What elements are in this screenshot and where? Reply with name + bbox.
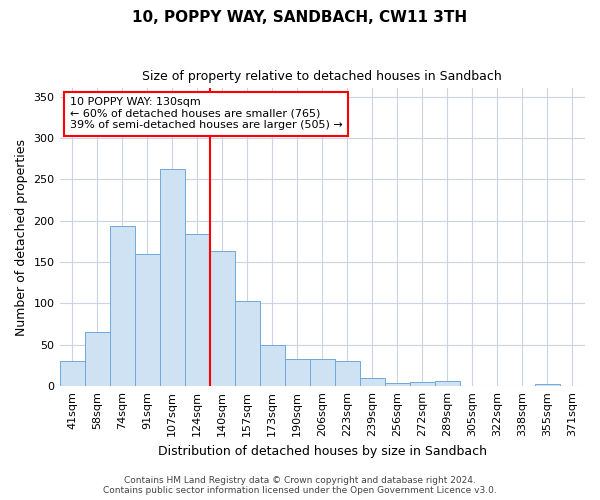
Bar <box>59 362 85 386</box>
Text: 10 POPPY WAY: 130sqm
← 60% of detached houses are smaller (765)
39% of semi-deta: 10 POPPY WAY: 130sqm ← 60% of detached h… <box>70 98 343 130</box>
Bar <box>185 234 209 386</box>
Text: 10, POPPY WAY, SANDBACH, CW11 3TH: 10, POPPY WAY, SANDBACH, CW11 3TH <box>133 10 467 25</box>
Title: Size of property relative to detached houses in Sandbach: Size of property relative to detached ho… <box>142 70 502 83</box>
Bar <box>285 359 310 386</box>
Bar <box>410 382 435 386</box>
Bar <box>134 254 160 386</box>
Bar <box>235 301 260 386</box>
Bar <box>535 384 560 386</box>
Bar <box>85 332 110 386</box>
Bar <box>335 362 360 386</box>
Bar <box>360 378 385 386</box>
Bar <box>435 381 460 386</box>
Text: Contains HM Land Registry data © Crown copyright and database right 2024.
Contai: Contains HM Land Registry data © Crown c… <box>103 476 497 495</box>
Y-axis label: Number of detached properties: Number of detached properties <box>15 139 28 336</box>
Bar <box>310 359 335 386</box>
Bar <box>160 170 185 386</box>
X-axis label: Distribution of detached houses by size in Sandbach: Distribution of detached houses by size … <box>158 444 487 458</box>
Bar <box>260 345 285 386</box>
Bar <box>110 226 134 386</box>
Bar <box>385 383 410 386</box>
Bar <box>209 252 235 386</box>
